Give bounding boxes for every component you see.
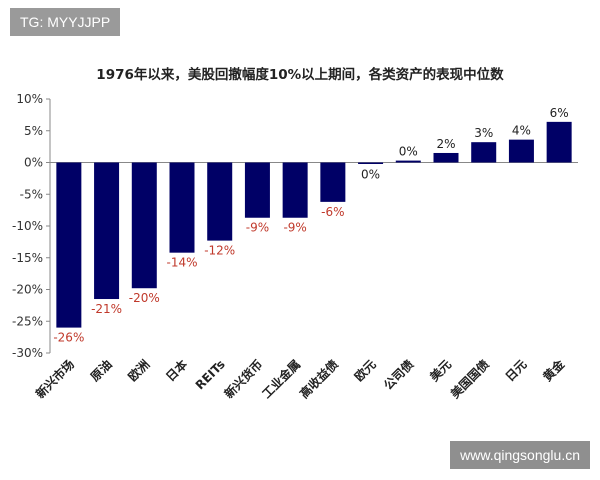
x-tick-label: 日本 xyxy=(163,357,191,385)
bar xyxy=(56,162,82,328)
x-tick-label: 欧洲 xyxy=(125,357,153,385)
y-tick-label: -15% xyxy=(12,251,43,265)
bar xyxy=(358,162,384,164)
y-tick-label: -30% xyxy=(12,346,43,360)
bar xyxy=(94,162,120,300)
x-tick-label: REITs xyxy=(193,357,228,392)
data-label: 0% xyxy=(399,145,418,159)
data-label: 4% xyxy=(512,124,531,138)
x-tick-label: 原油 xyxy=(87,357,115,385)
bar xyxy=(508,139,534,163)
bar xyxy=(395,160,421,163)
y-tick-label: 0% xyxy=(24,156,43,170)
x-tick-label: 美国国债 xyxy=(447,357,492,402)
bar xyxy=(433,152,459,163)
bar xyxy=(320,162,346,202)
y-tick-label: -20% xyxy=(12,283,43,297)
data-label: -26% xyxy=(53,331,84,345)
x-tick-label: 新兴货币 xyxy=(221,357,266,402)
data-label: -12% xyxy=(204,244,235,258)
bar xyxy=(207,162,233,241)
data-labels: -26% -21% -20% -14% -12% -9% -9% -6% 0% 0% 2% 3% 4% 6… xyxy=(53,106,568,345)
data-label: -14% xyxy=(166,256,197,270)
y-tick-label: 5% xyxy=(24,124,43,138)
data-label: -20% xyxy=(129,291,160,305)
site-url: www.qingsonglu.cn xyxy=(450,441,590,469)
data-label: -21% xyxy=(91,302,122,316)
x-tick-label: 黄金 xyxy=(540,356,568,384)
x-tick-label: 日元 xyxy=(503,357,530,384)
x-tick-label: 新兴市场 xyxy=(32,357,77,402)
bar xyxy=(169,162,195,253)
x-tick-label: 公司债 xyxy=(380,357,416,393)
watermark-tag: TG: MYYJJPP xyxy=(10,8,121,36)
bar xyxy=(244,162,270,218)
y-tick-label: -10% xyxy=(12,219,43,233)
data-label: -6% xyxy=(321,205,344,219)
chart-title: 1976年以来，美股回撤幅度10%以上期间，各类资产的表现中位数 xyxy=(96,66,504,83)
x-tick-label: 欧元 xyxy=(351,357,379,385)
data-label: -9% xyxy=(283,221,306,235)
data-label: 2% xyxy=(436,137,455,151)
x-tick-label: 工业金属 xyxy=(259,357,304,402)
x-tick-label: 美元 xyxy=(427,357,455,385)
bar xyxy=(131,162,157,289)
bar xyxy=(471,142,497,163)
bar xyxy=(546,121,572,163)
x-tick-label: 高收益债 xyxy=(296,357,341,402)
y-tick-label: -5% xyxy=(20,187,43,201)
data-label: 6% xyxy=(550,106,569,120)
data-label: 3% xyxy=(474,126,493,140)
bars xyxy=(56,121,572,328)
data-label: -9% xyxy=(246,221,269,235)
y-tick-label: 10% xyxy=(16,92,43,106)
bar xyxy=(282,162,308,218)
y-tick-label: -25% xyxy=(12,314,43,328)
data-label: 0% xyxy=(361,168,380,182)
